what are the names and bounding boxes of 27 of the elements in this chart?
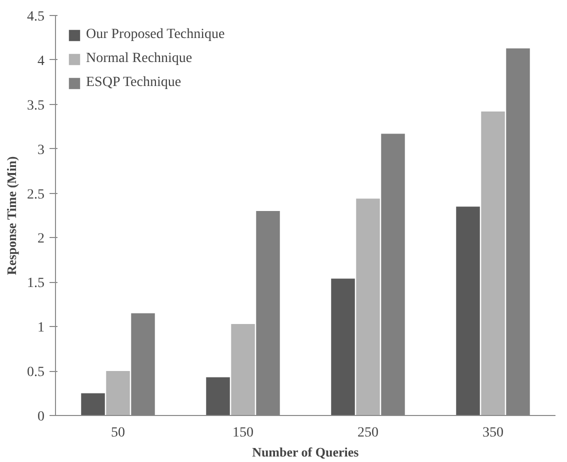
- y-tick-label: 1.5: [27, 276, 44, 292]
- y-tick-label: 1: [38, 320, 44, 336]
- y-tick-label: 2: [38, 232, 44, 247]
- bar: [81, 393, 105, 416]
- y-tick-label: 3: [38, 142, 44, 158]
- y-tick-label: 4: [38, 54, 44, 69]
- bar: [356, 198, 380, 416]
- legend-label: Normal Rechnique: [86, 51, 192, 67]
- bar: [231, 324, 255, 416]
- x-tick-label: 250: [358, 426, 378, 440]
- bar: [206, 377, 230, 416]
- bar: [456, 206, 480, 416]
- x-axis-title: Number of Queries: [252, 444, 359, 460]
- y-axis-title: Response Time (Min): [4, 156, 19, 275]
- y-tick-label: 4.5: [27, 10, 44, 24]
- x-tick-label: 350: [482, 426, 504, 440]
- x-tick-label: 50: [111, 426, 125, 440]
- y-tick-label: 0.5: [27, 365, 44, 380]
- legend-label: ESQP Technique: [86, 75, 182, 91]
- bar: [331, 278, 355, 416]
- y-tick-label: 2.5: [27, 187, 44, 202]
- y-tick-label: 0: [38, 410, 44, 424]
- bar: [481, 112, 505, 416]
- legend-label: Our Proposed Technique: [86, 27, 225, 43]
- y-tick-label: 3.5: [27, 98, 44, 114]
- bar: [106, 371, 130, 416]
- x-tick-label: 150: [232, 426, 254, 440]
